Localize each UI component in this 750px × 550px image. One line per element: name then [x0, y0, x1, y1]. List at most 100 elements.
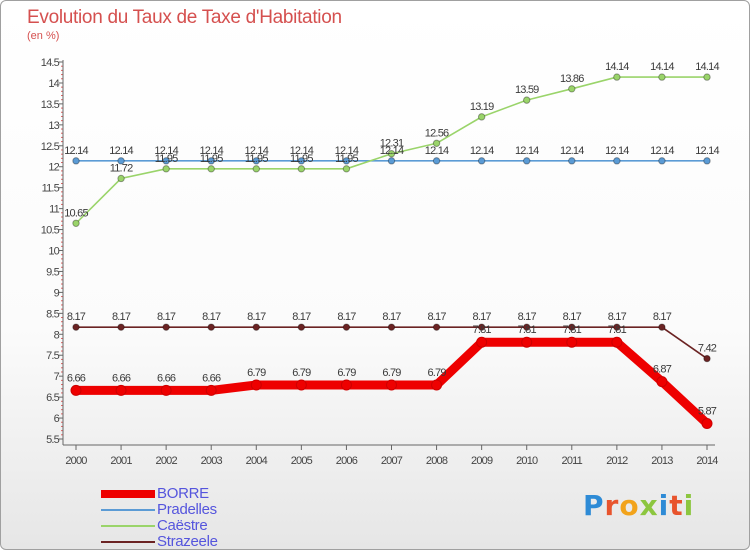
y-minor-tick — [61, 279, 63, 281]
data-label-strazeele: 8.17 — [337, 311, 356, 323]
y-minor-tick — [61, 90, 63, 92]
logo-letter: x — [639, 489, 659, 522]
y-minor-tick — [61, 111, 63, 113]
data-point-borre — [701, 418, 713, 430]
y-minor-tick — [61, 241, 63, 243]
data-label-strazeele: 8.17 — [653, 311, 672, 323]
y-minor-tick — [61, 266, 63, 268]
y-tick-label: 12 — [48, 162, 59, 174]
data-point-ca-stre — [432, 139, 441, 147]
data-point-strazeele — [387, 323, 396, 331]
legend-label: BORRE — [157, 485, 209, 502]
logo-letter: o — [619, 489, 640, 522]
y-tick-label: 8 — [54, 329, 60, 341]
data-label-borre: 7.81 — [563, 324, 582, 336]
data-point-pradelles — [477, 157, 486, 165]
data-point-pradelles — [252, 157, 260, 165]
y-minor-tick — [61, 99, 63, 101]
y-minor-tick — [61, 275, 63, 277]
legend-swatch-pradelles — [101, 509, 155, 511]
data-label-borre: 6.79 — [382, 367, 401, 379]
x-tick-label: 2014 — [696, 455, 718, 467]
data-point-borre — [295, 379, 307, 391]
y-minor-tick — [61, 74, 63, 76]
y-minor-tick — [61, 170, 63, 172]
data-point-borre — [205, 384, 217, 396]
data-point-strazeele — [72, 323, 80, 331]
y-tick-label: 5.5 — [46, 434, 60, 446]
y-minor-tick — [61, 346, 63, 348]
data-point-pradelles — [613, 157, 621, 165]
data-label-ca-stre: 12.31 — [380, 138, 404, 150]
data-point-ca-stre — [658, 73, 666, 81]
proxiti-logo: Proxiti — [583, 489, 694, 522]
y-minor-tick — [61, 78, 63, 80]
y-minor-tick — [61, 258, 63, 260]
data-label-borre: 7.81 — [608, 324, 627, 336]
x-tick-label: 2000 — [65, 455, 87, 467]
data-label-pradelles: 12.14 — [290, 145, 314, 157]
y-tick-label: 14 — [48, 78, 59, 90]
data-label-strazeele: 8.17 — [112, 311, 131, 323]
data-point-ca-stre — [568, 85, 576, 93]
y-minor-tick — [61, 182, 63, 184]
y-minor-tick — [61, 342, 63, 344]
y-minor-tick — [61, 69, 63, 71]
data-label-ca-stre: 14.14 — [650, 61, 674, 73]
y-minor-tick — [61, 409, 63, 411]
data-label-pradelles: 12.14 — [64, 145, 88, 157]
data-label-borre: 7.81 — [473, 324, 492, 336]
data-label-strazeele: 8.17 — [608, 311, 627, 323]
y-minor-tick — [61, 254, 63, 256]
logo-letter: i — [658, 489, 670, 522]
y-tick-label: 10.5 — [41, 225, 60, 237]
data-label-strazeele: 8.17 — [202, 311, 221, 323]
y-minor-tick — [61, 304, 63, 306]
chart-unit: (en %) — [27, 30, 60, 42]
data-label-pradelles: 12.14 — [425, 145, 449, 157]
x-axis-labels: 2000 2001 2002 2003 2004 2005 2006 2007 2008 2009… — [65, 455, 719, 467]
y-tick-label: 8.5 — [46, 308, 60, 320]
data-label-strazeele: 8.17 — [473, 311, 492, 323]
data-point-borre — [70, 384, 82, 396]
y-minor-tick — [61, 325, 63, 327]
y-tick-label: 13 — [48, 120, 59, 132]
data-label-ca-stre: 11.72 — [110, 162, 133, 174]
data-point-ca-stre — [387, 150, 396, 158]
data-point-ca-stre — [297, 165, 306, 173]
data-label-strazeele: 8.17 — [247, 311, 266, 323]
data-point-strazeele — [523, 323, 531, 331]
x-tick-label: 2009 — [471, 455, 493, 467]
data-point-pradelles — [658, 157, 666, 165]
y-tick-label: 7.5 — [46, 350, 60, 362]
data-point-ca-stre — [252, 165, 260, 173]
legend-swatch-borre — [101, 490, 155, 498]
series-layer — [70, 73, 713, 430]
y-minor-tick — [61, 220, 63, 222]
data-point-strazeele — [477, 323, 486, 331]
legend-label: Caëstre — [157, 517, 208, 534]
data-label-ca-stre: 13.19 — [470, 101, 494, 113]
y-tick-label: 9 — [54, 287, 60, 299]
y-minor-tick — [61, 379, 63, 381]
y-minor-tick — [61, 233, 63, 235]
data-label-ca-stre: 11.95 — [200, 153, 223, 165]
data-label-pradelles: 12.14 — [695, 145, 719, 157]
y-minor-tick — [61, 262, 63, 264]
data-point-pradelles — [523, 157, 531, 165]
y-minor-tick — [61, 384, 63, 386]
y-minor-tick — [61, 107, 63, 109]
x-tick-label: 2004 — [246, 455, 268, 467]
data-point-pradelles — [162, 157, 170, 165]
y-minor-tick — [61, 149, 63, 151]
data-point-borre — [431, 379, 443, 391]
y-tick-label: 14.5 — [41, 57, 60, 69]
data-point-borre — [340, 379, 352, 391]
y-minor-tick — [61, 363, 63, 365]
data-point-strazeele — [703, 354, 711, 363]
data-label-borre: 5.87 — [698, 406, 717, 418]
y-minor-tick — [61, 86, 63, 88]
data-point-ca-stre — [477, 113, 486, 121]
data-label-pradelles: 12.14 — [109, 145, 133, 157]
y-minor-tick — [61, 404, 63, 406]
